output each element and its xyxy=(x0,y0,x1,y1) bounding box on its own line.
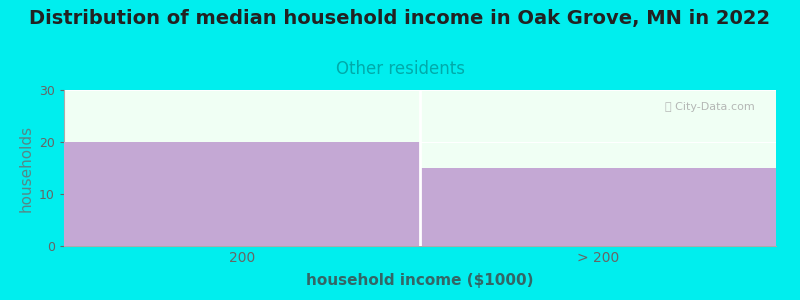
X-axis label: household income ($1000): household income ($1000) xyxy=(306,273,534,288)
Text: Distribution of median household income in Oak Grove, MN in 2022: Distribution of median household income … xyxy=(30,9,770,28)
Text: Other residents: Other residents xyxy=(335,60,465,78)
Bar xyxy=(64,142,420,246)
Text: ⓘ City-Data.com: ⓘ City-Data.com xyxy=(665,103,754,112)
Bar xyxy=(420,168,776,246)
Y-axis label: households: households xyxy=(18,124,34,212)
